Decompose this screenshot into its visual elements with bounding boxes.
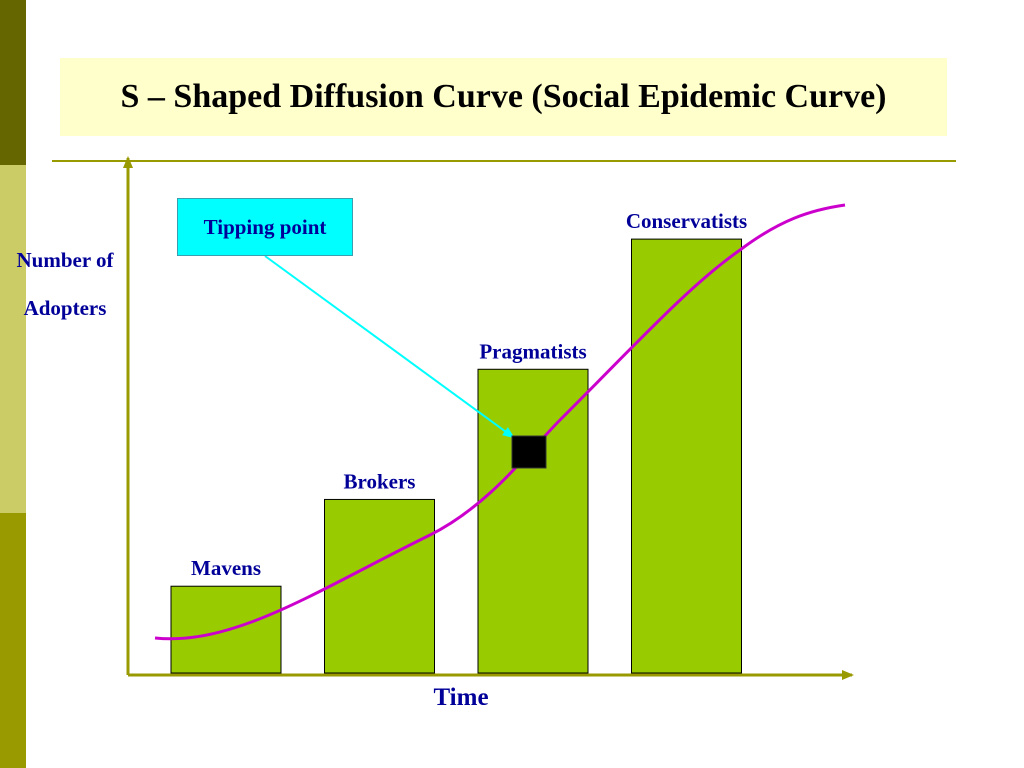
side-strip-top bbox=[0, 0, 26, 165]
bar-labels-group: Mavens Brokers Pragmatists Conservatists bbox=[191, 209, 747, 580]
bar-label-conservatists: Conservatists bbox=[626, 209, 747, 233]
bar-conservatists bbox=[631, 238, 742, 674]
y-axis-label-line1: Number of bbox=[16, 248, 114, 272]
callout-arrow bbox=[264, 255, 515, 439]
slide-title: S – Shaped Diffusion Curve (Social Epide… bbox=[120, 78, 887, 115]
title-divider bbox=[52, 160, 956, 162]
x-axis-label: Time bbox=[433, 684, 489, 711]
bar-label-mavens: Mavens bbox=[191, 556, 261, 580]
y-axis-label-line2: Adopters bbox=[23, 296, 107, 320]
tipping-point-callout: Tipping point bbox=[177, 198, 353, 256]
bar-brokers bbox=[324, 498, 435, 674]
bar-label-brokers: Brokers bbox=[344, 469, 416, 493]
bar-label-pragmatists: Pragmatists bbox=[479, 339, 586, 363]
s-curve bbox=[154, 203, 846, 641]
title-box: S – Shaped Diffusion Curve (Social Epide… bbox=[60, 58, 947, 136]
bars-group bbox=[170, 238, 742, 674]
side-strip-bottom bbox=[0, 513, 26, 768]
bar-pragmatists bbox=[477, 368, 589, 674]
side-color-strip bbox=[0, 0, 26, 768]
side-strip-middle bbox=[0, 165, 26, 513]
tipping-point-marker bbox=[511, 435, 547, 469]
y-axis-label: Number of Adopters bbox=[0, 236, 130, 332]
